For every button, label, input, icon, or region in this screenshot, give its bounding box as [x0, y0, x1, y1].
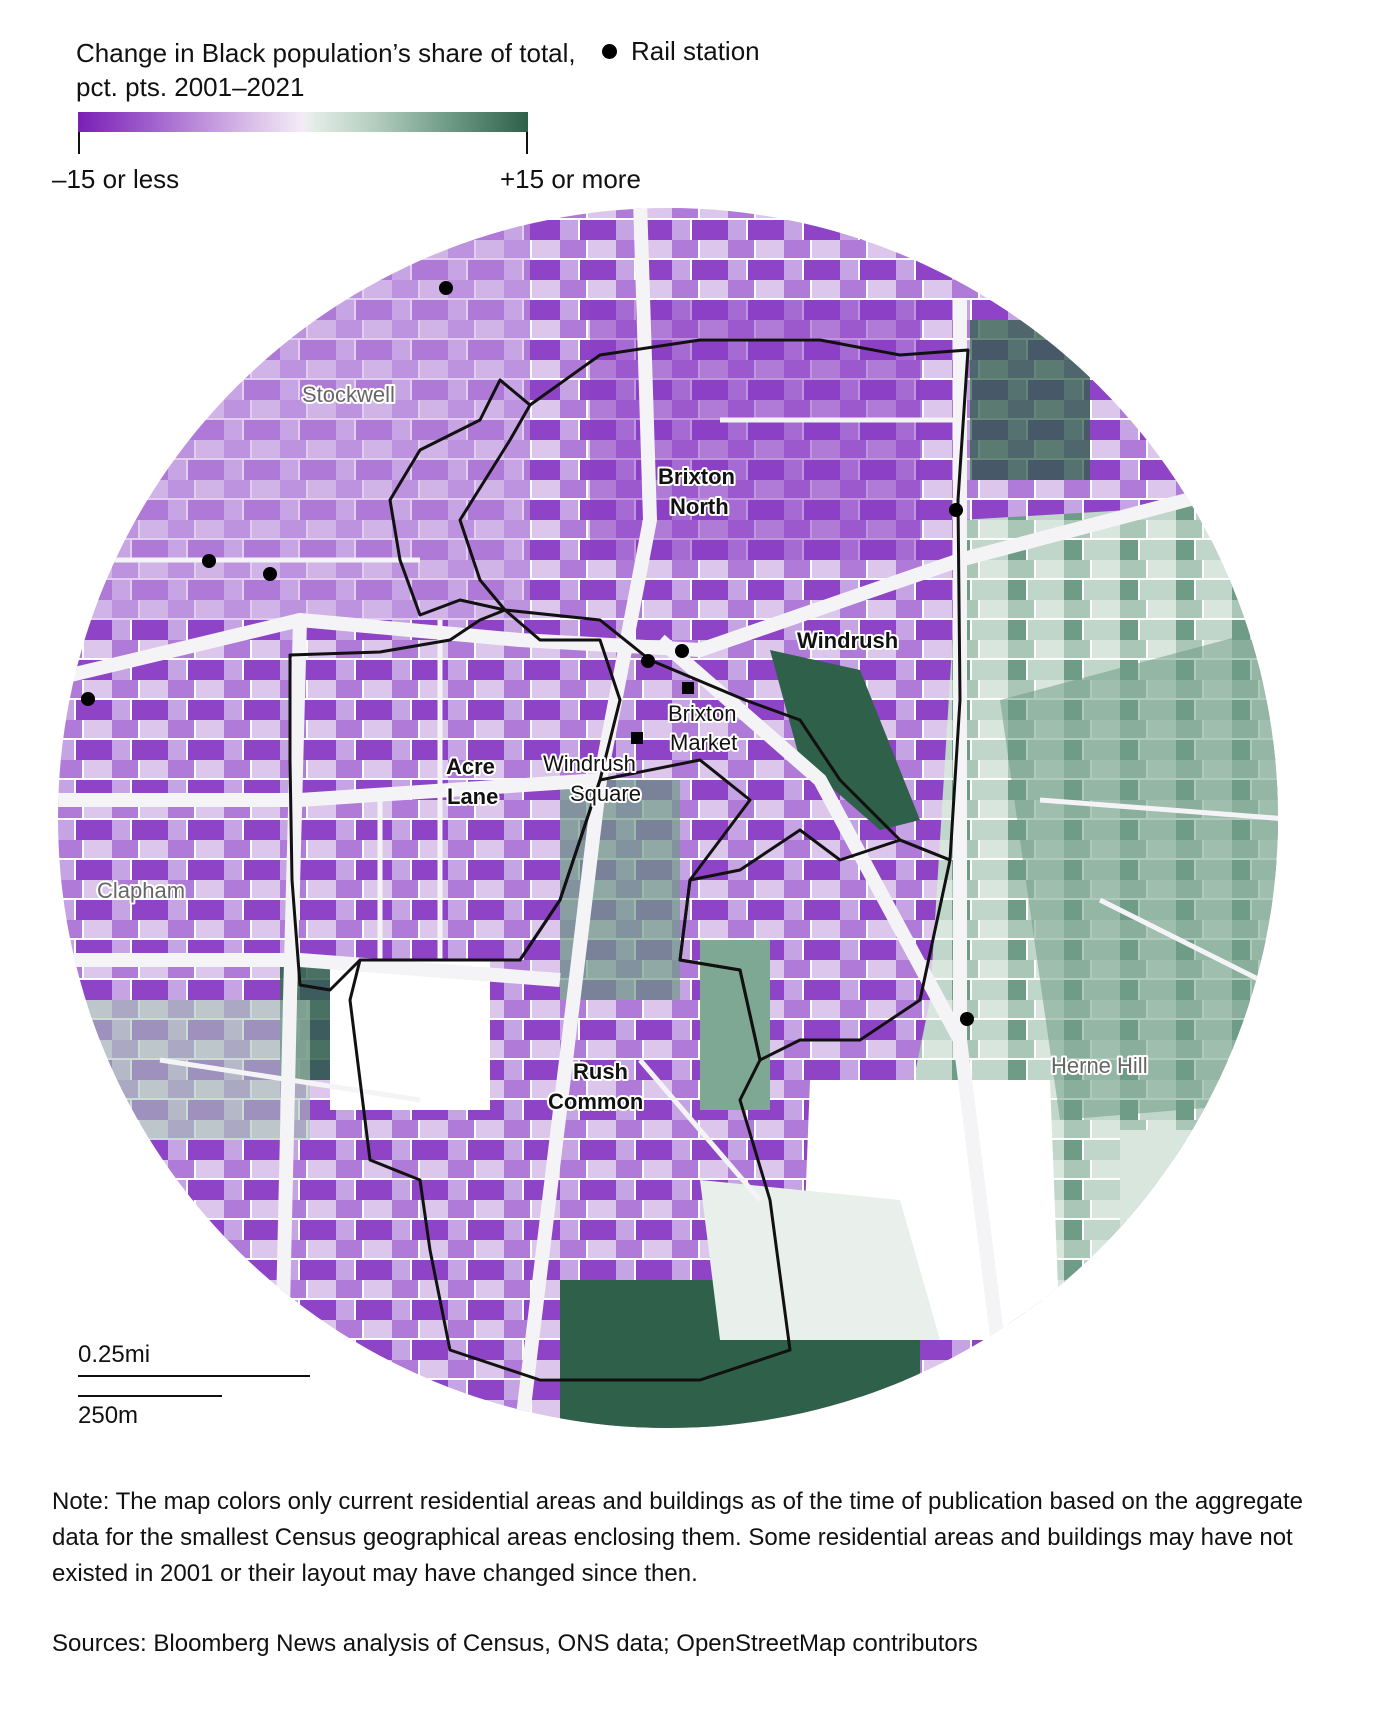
label-acre-lane-line2: Lane [447, 784, 498, 809]
rail-stations [81, 281, 974, 1026]
legend-max-label: +15 or more [500, 164, 641, 194]
label-windrush-ward: Windrush [797, 628, 898, 653]
rail-station-key-label: Rail station [631, 36, 760, 66]
label-stockwell: Stockwell [302, 382, 395, 407]
rail-station-icon [202, 554, 216, 568]
rail-station-icon [641, 654, 655, 668]
legend-tick-min [78, 132, 80, 154]
windrush-square-marker [631, 732, 643, 744]
scale-label-miles: 0.25mi [78, 1341, 151, 1368]
legend-title: Change in Black population’s share of to… [76, 38, 576, 102]
label-brixton-market-line1: Brixton [668, 701, 736, 726]
label-brixton-north-line2: North [670, 494, 729, 519]
label-acre-lane-line1: Acre [446, 754, 495, 779]
rail-station-icon [949, 503, 963, 517]
sources-text: Sources: Bloomberg News analysis of Cens… [52, 1630, 978, 1657]
rail-station-icon [602, 44, 617, 59]
legend-min-label: –15 or less [52, 164, 180, 194]
label-brixton-north-line1: Brixton [658, 464, 735, 489]
label-herne-hill: Herne Hill [1051, 1053, 1148, 1078]
rail-station-icon [960, 1012, 974, 1026]
rail-station-icon [81, 692, 95, 706]
label-clapham: Clapham [97, 878, 185, 903]
note-text: Note: The map colors only current reside… [52, 1488, 1303, 1587]
brixton-market-marker [682, 682, 694, 694]
rail-station-key: Rail station [602, 36, 760, 67]
ward-boundaries [288, 338, 970, 1382]
legend-color-scale [78, 112, 528, 132]
scale-label-meters: 250m [78, 1402, 139, 1429]
legend-tick-max [526, 132, 528, 154]
label-windrush-square-line2: Square [570, 781, 641, 806]
rail-station-icon [263, 567, 277, 581]
map-areas [58, 208, 1278, 1428]
label-brixton-market-line2: Market [670, 730, 737, 755]
label-rush-common-line2: Common [548, 1089, 643, 1114]
label-windrush-square-line1: Windrush [543, 751, 636, 776]
label-rush-common-line1: Rush [573, 1059, 628, 1084]
rail-station-icon [439, 281, 453, 295]
rail-station-icon [675, 644, 689, 658]
